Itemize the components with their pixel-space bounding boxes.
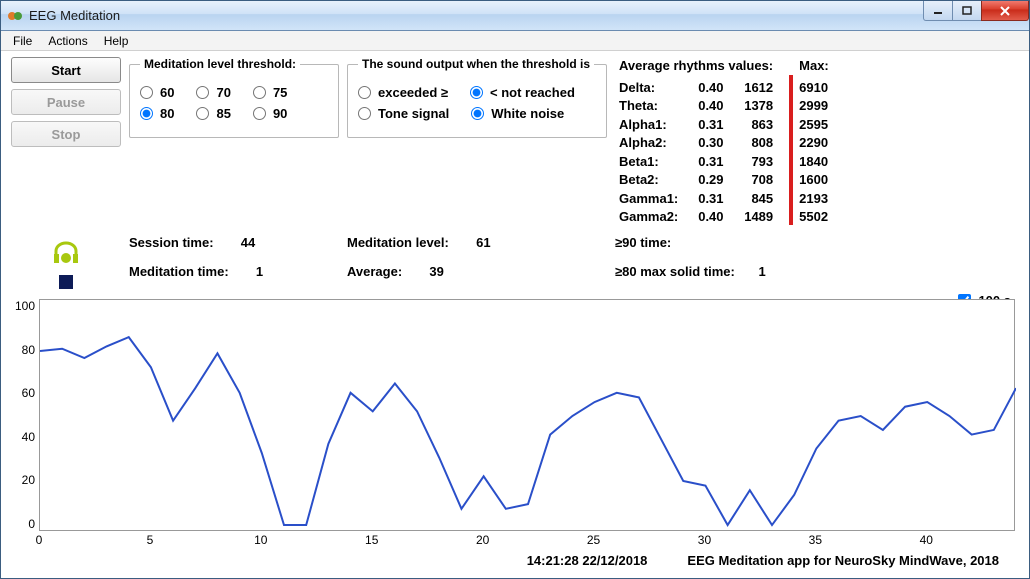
average-label: Average: <box>347 264 402 279</box>
rhythm-row: Gamma2:0.401489 <box>619 208 783 227</box>
pause-button[interactable]: Pause <box>11 89 121 115</box>
footer-appname: EEG Meditation app for NeuroSky MindWave… <box>687 553 999 568</box>
minimize-button[interactable] <box>923 1 953 21</box>
meditation-time-value: 1 <box>256 264 263 279</box>
session-time-label: Session time: <box>129 235 214 250</box>
ge80-value: 1 <box>758 264 765 279</box>
meditation-time-label: Meditation time: <box>129 264 229 279</box>
rhythm-row: Alpha1:0.31863 <box>619 116 783 135</box>
status-square-icon <box>59 275 73 289</box>
rhythms-max-table: Max: 69102999259522901840160021935502 <box>799 57 839 227</box>
chart-svg <box>40 300 1016 532</box>
rhythm-row: Beta2:0.29708 <box>619 171 783 190</box>
menubar: File Actions Help <box>1 31 1029 51</box>
chart <box>39 299 1015 531</box>
stop-button[interactable]: Stop <box>11 121 121 147</box>
sound-notreached[interactable]: < not reached <box>470 85 575 100</box>
threshold-legend: Meditation level threshold: <box>140 57 300 71</box>
threshold-80[interactable]: 80 <box>140 106 174 121</box>
threshold-75[interactable]: 75 <box>253 85 287 100</box>
menu-help[interactable]: Help <box>96 32 137 50</box>
rhythm-max-row: 6910 <box>799 79 839 98</box>
sound-tone[interactable]: Tone signal <box>358 106 449 121</box>
client-area: Start Pause Stop Meditation level thresh… <box>1 51 1029 578</box>
rhythm-max-row: 2290 <box>799 134 839 153</box>
footer-timestamp: 14:21:28 22/12/2018 <box>527 553 648 568</box>
threshold-85[interactable]: 85 <box>196 106 230 121</box>
meditation-level-label: Meditation level: <box>347 235 449 250</box>
app-icon <box>7 8 23 24</box>
threshold-fieldset: Meditation level threshold: 60 70 75 80 … <box>129 57 339 138</box>
menu-file[interactable]: File <box>5 32 40 50</box>
rhythm-max-row: 2999 <box>799 97 839 116</box>
ge80-label: ≥80 max solid time: <box>615 264 735 279</box>
footer: 14:21:28 22/12/2018 EEG Meditation app f… <box>11 549 1019 574</box>
rhythm-row: Beta1:0.31793 <box>619 153 783 172</box>
rhythm-row: Alpha2:0.30808 <box>619 134 783 153</box>
rhythm-max-row: 5502 <box>799 208 839 227</box>
rhythm-max-row: 2595 <box>799 116 839 135</box>
rhythms-panel: Average rhythms values: Delta:0.401612Th… <box>615 57 1019 227</box>
threshold-90[interactable]: 90 <box>253 106 287 121</box>
rhythm-row: Gamma1:0.31845 <box>619 190 783 209</box>
chart-x-labels: 0510152025303540 <box>39 533 1015 549</box>
average-value: 39 <box>429 264 443 279</box>
rhythms-separator <box>789 75 793 225</box>
window-controls <box>924 1 1029 21</box>
rhythm-max-row: 1840 <box>799 153 839 172</box>
rhythm-row: Theta:0.401378 <box>619 97 783 116</box>
headset-icon <box>52 241 80 265</box>
rhythm-max-row: 2193 <box>799 190 839 209</box>
window-title: EEG Meditation <box>29 8 120 23</box>
chart-y-labels: 100806040200 <box>11 299 35 531</box>
meditation-level-value: 61 <box>476 235 490 250</box>
sound-exceeded[interactable]: exceeded ≥ <box>358 85 448 100</box>
start-button[interactable]: Start <box>11 57 121 83</box>
rhythms-avg-header: Average rhythms values: <box>619 57 783 79</box>
menu-actions[interactable]: Actions <box>40 32 95 50</box>
maximize-button[interactable] <box>952 1 982 21</box>
sound-legend: The sound output when the threshold is <box>358 57 594 71</box>
rhythm-max-row: 1600 <box>799 171 839 190</box>
sound-fieldset: The sound output when the threshold is e… <box>347 57 607 138</box>
app-window: EEG Meditation File Actions Help Start P… <box>0 0 1030 579</box>
threshold-60[interactable]: 60 <box>140 85 174 100</box>
sound-white[interactable]: White noise <box>471 106 564 121</box>
chart-area: 100806040200 0510152025303540 <box>11 299 1019 549</box>
rhythms-table: Average rhythms values: Delta:0.401612Th… <box>619 57 783 227</box>
close-button[interactable] <box>981 1 1029 21</box>
rhythm-row: Delta:0.401612 <box>619 79 783 98</box>
ge90-label: ≥90 time: <box>615 235 671 250</box>
session-time-value: 44 <box>241 235 255 250</box>
titlebar[interactable]: EEG Meditation <box>1 1 1029 31</box>
threshold-70[interactable]: 70 <box>196 85 230 100</box>
rhythms-max-header: Max: <box>799 57 839 79</box>
